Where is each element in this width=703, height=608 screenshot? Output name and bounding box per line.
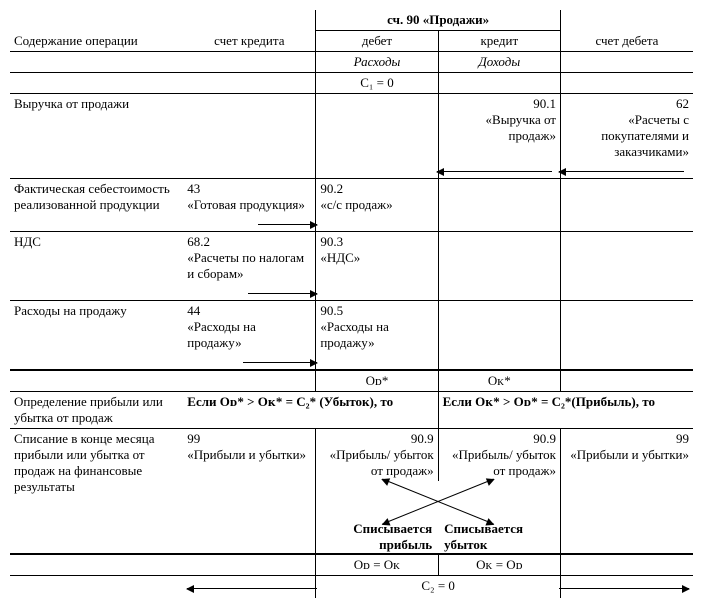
r2-kredit: 43 «Готовая продукция» [183, 179, 316, 232]
ft-odok: Оᴅ = Оᴋ [316, 554, 438, 576]
r6-kr-c: 90.9 «Прибыль/ убыток от продаж» [438, 429, 560, 482]
r6-debet: 99 «Прибыли и убытки» [560, 429, 693, 555]
hdr-col5: счет дебета [560, 31, 693, 52]
r6-deb-c: 90.9 «Прибыль/ убыток от продаж» [316, 429, 438, 482]
r4-debet: 90.5 «Расходы на продажу» [316, 301, 438, 371]
r5-op: Определение прибыли или убытка от продаж [10, 392, 183, 429]
r6-spR: Списывается убыток [438, 521, 560, 553]
r1-kr: 90.1 «Выручка от продаж» [438, 94, 560, 179]
r5-left: Если Оᴅ* > Оᴋ* = C₂* (Убыток), то [183, 392, 438, 429]
hdr-col2: счет кредита [183, 31, 316, 52]
r1-deb: 62 «Расчеты с покупателями и заказчиками… [560, 94, 693, 179]
turnover-ok: Оᴋ* [438, 370, 560, 392]
r4-kredit: 44 «Расходы на продажу» [183, 301, 316, 371]
hdr-sub-credit: Доходы [438, 52, 560, 73]
r2-debet: 90.2 «с/с продаж» [316, 179, 438, 232]
hdr-col1: Содержание операции [10, 31, 183, 52]
accounting-table: сч. 90 «Продажи» Содержание операции сче… [10, 10, 693, 598]
turnover-od: Оᴅ* [316, 370, 438, 392]
r3-debet: 90.3 «НДС» [316, 232, 438, 301]
ft-okod: Оᴋ = Оᴅ [438, 554, 560, 576]
hdr-sub-debit: Расходы [316, 52, 438, 73]
r5-right: Если Оᴋ* > Оᴅ* = C₂*(Прибыль), то [438, 392, 693, 429]
r4-op: Расходы на продажу [10, 301, 183, 371]
r6-spL: Списывается прибыль [316, 521, 438, 553]
ft-c2: C₂ = 0 [421, 578, 455, 593]
hdr-acct90: сч. 90 «Продажи» [316, 10, 561, 31]
r3-kredit: 68.2 «Расчеты по налогам и сборам» [183, 232, 316, 301]
hdr-col4: кредит [438, 31, 560, 52]
hdr-c1: C₁ = 0 [316, 73, 438, 94]
r6-kredit: 99 «Прибыли и убытки» [183, 429, 316, 555]
r2-op: Фактическая себестоимость реализованной … [10, 179, 183, 232]
r6-op: Списание в конце месяца прибыли или убыт… [10, 429, 183, 555]
r3-op: НДС [10, 232, 183, 301]
hdr-col3: дебет [316, 31, 438, 52]
cross-arrows [316, 481, 560, 521]
r1-op: Выручка от продажи [10, 94, 183, 179]
